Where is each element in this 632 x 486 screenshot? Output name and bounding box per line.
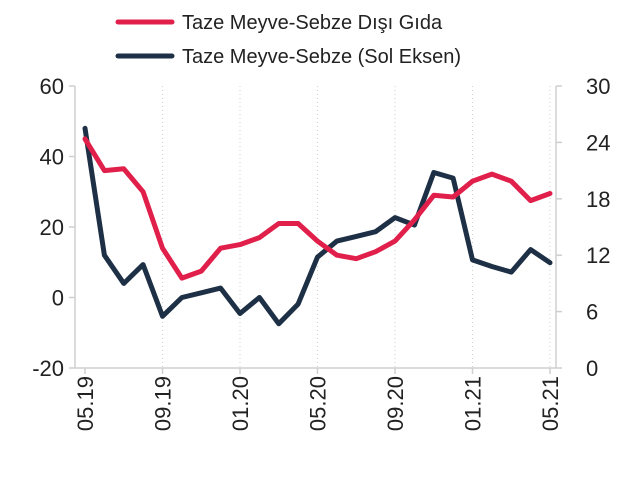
legend: Taze Meyve-Sebze Dışı Gıda Taze Meyve-Seb… (115, 12, 461, 68)
x-axis-tick-label: 05.20 (306, 376, 331, 431)
left-axis-tick-label: 40 (40, 145, 64, 170)
left-axis-tick-label: 20 (40, 215, 64, 240)
right-axis-tick-label: 30 (586, 74, 610, 99)
left-axis-tick-label: 60 (40, 74, 64, 99)
right-axis-tick-label: 18 (586, 187, 610, 212)
series-line-1 (82, 136, 553, 281)
series-line-2 (82, 125, 553, 327)
legend-label: Taze Meyve-Sebze Dışı Gıda (182, 12, 443, 34)
x-axis-tick-label: 05.21 (538, 376, 563, 431)
right-axis-tick-label: 0 (586, 356, 598, 381)
x-axis-tick-label: 05.19 (73, 376, 98, 431)
right-axis-tick-label: 6 (586, 300, 598, 325)
right-axis-tick-label: 24 (586, 130, 610, 155)
x-axis-tick-label: 09.19 (151, 376, 176, 431)
series-layer (82, 125, 553, 327)
left-axis-tick-label: -20 (32, 356, 64, 381)
x-axis-tick-label: 01.20 (228, 376, 253, 431)
legend-label: Taze Meyve-Sebze (Sol Eksen) (182, 46, 461, 68)
grid (162, 86, 551, 368)
left-axis-tick-label: 0 (52, 286, 64, 311)
x-axis-tick-label: 01.21 (461, 376, 486, 431)
x-axis-tick-label: 09.20 (383, 376, 408, 431)
right-axis-tick-label: 12 (586, 243, 610, 268)
